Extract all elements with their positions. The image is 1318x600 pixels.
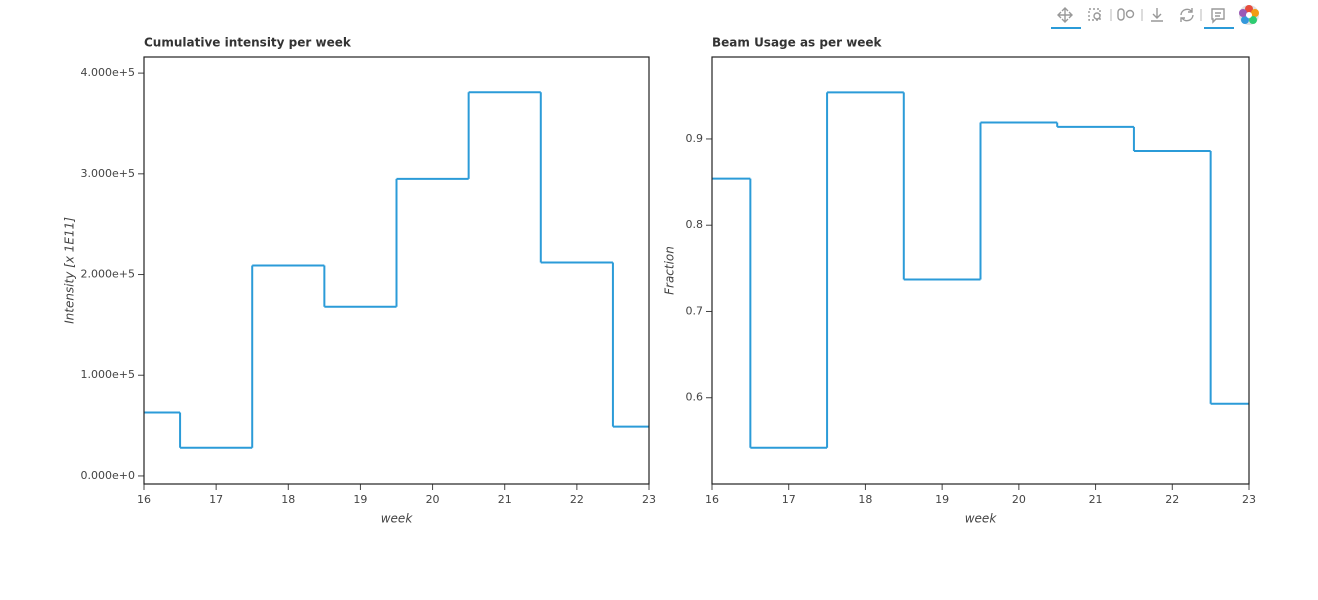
x-tick-label: 23: [642, 493, 656, 506]
x-tick-label: 16: [137, 493, 151, 506]
toolbar: [1051, 5, 1259, 29]
y-tick-label: 0.7: [686, 304, 704, 317]
hover-tool[interactable]: [1204, 8, 1234, 29]
x-tick-label: 21: [1089, 493, 1103, 506]
x-tick-label: 23: [1242, 493, 1256, 506]
y-axis-label: Intensity [x 1E11]: [63, 217, 77, 324]
y-tick-label: 1.000e+5: [81, 368, 135, 381]
bokeh-logo[interactable]: [1239, 5, 1259, 25]
y-tick-label: 3.000e+5: [81, 167, 135, 180]
y-tick-label: 4.000e+5: [81, 66, 135, 79]
x-tick-label: 16: [705, 493, 719, 506]
x-tick-label: 22: [1165, 493, 1179, 506]
y-tick-label: 0.000e+0: [81, 469, 135, 482]
chart: Beam Usage as per week week Fraction 16 17 18…: [663, 36, 1257, 526]
x-axis-label: week: [965, 512, 998, 526]
plot-frame: [143, 56, 650, 485]
x-tick-label: 17: [209, 493, 223, 506]
y-tick-label: 0.8: [686, 218, 704, 231]
chart-title: Cumulative intensity per week: [144, 36, 352, 50]
box-zoom-tool[interactable]: [1088, 8, 1101, 21]
x-tick-label: 20: [1012, 493, 1026, 506]
x-tick-label: 21: [498, 493, 512, 506]
plot-frame: [711, 56, 1250, 485]
y-axis-label: Fraction: [663, 246, 677, 295]
save-tool[interactable]: [1151, 8, 1163, 22]
x-axis-label: week: [381, 512, 414, 526]
chart: Cumulative intensity per week week Intensi…: [63, 36, 657, 526]
x-tick-label: 19: [353, 493, 367, 506]
step-line: [712, 91, 1249, 449]
x-tick-label: 20: [426, 493, 440, 506]
reset-tool[interactable]: [1180, 8, 1194, 22]
x-tick-label: 17: [782, 493, 796, 506]
chart-title: Beam Usage as per week: [712, 36, 883, 50]
x-tick-label: 22: [570, 493, 584, 506]
x-tick-label: 19: [935, 493, 949, 506]
x-tick-label: 18: [858, 493, 872, 506]
y-tick-label: 0.6: [686, 391, 704, 404]
x-tick-label: 18: [281, 493, 295, 506]
y-tick-label: 0.9: [686, 132, 704, 145]
y-tick-label: 2.000e+5: [81, 268, 135, 281]
pan-tool[interactable]: [1051, 7, 1081, 29]
step-line: [144, 91, 649, 449]
wheel-zoom-tool[interactable]: [1117, 8, 1135, 21]
